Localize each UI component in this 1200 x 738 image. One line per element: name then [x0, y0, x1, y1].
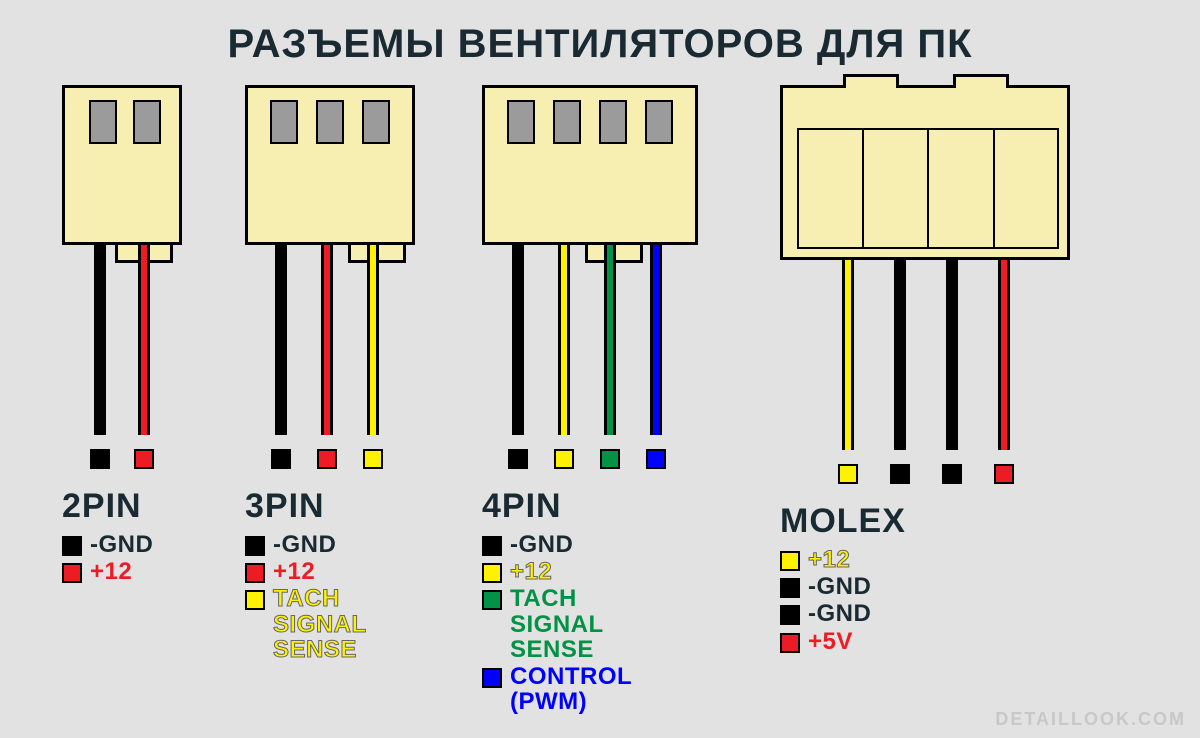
legend-row: CONTROL (PWM): [482, 664, 698, 714]
terminal-square: [271, 449, 291, 469]
pin-slot: [316, 100, 344, 144]
terminal-square: [942, 464, 962, 484]
legend-label: +12: [273, 559, 315, 584]
legend-row: +12: [780, 547, 906, 572]
legend-label: CONTROL (PWM): [510, 664, 698, 714]
wire: [94, 245, 106, 435]
pin-slot: [553, 100, 581, 144]
legend-color-icon: [482, 563, 502, 583]
legend-label: -GND: [808, 574, 871, 599]
legend-row: +12: [62, 559, 153, 584]
terminal-square: [363, 449, 383, 469]
pin-slot: [507, 100, 535, 144]
legend-title: 3PIN: [245, 487, 367, 526]
wire: [946, 260, 958, 450]
housing: [62, 85, 182, 245]
terminal-square: [134, 449, 154, 469]
legend-row: -GND: [780, 574, 906, 599]
watermark: DETAILLOOK.COM: [995, 709, 1186, 730]
housing: [245, 85, 415, 245]
molex-shell: [780, 85, 1070, 260]
legend-row: +12: [245, 559, 367, 584]
pin-slot: [133, 100, 161, 144]
molex-divider: [927, 128, 929, 249]
terminal-square: [890, 464, 910, 484]
legend-label: +12: [808, 547, 850, 572]
connector-2pin: 2PIN-GND+12: [62, 85, 182, 245]
legend-title: 4PIN: [482, 487, 698, 526]
terminal-square: [838, 464, 858, 484]
legend-row: +5V: [780, 629, 906, 654]
wire: [894, 260, 906, 450]
wire: [650, 245, 662, 435]
molex-divider: [862, 128, 864, 249]
legend-row: -GND: [780, 601, 906, 626]
diagram-stage: 2PIN-GND+123PIN-GND+12TACHSIGNALSENSE4PI…: [50, 85, 1150, 725]
molex-notch: [843, 74, 899, 88]
legend-label: TACHSIGNALSENSE: [510, 586, 604, 662]
legend-4pin: 4PIN -GND+12TACHSIGNALSENSECONTROL (PWM): [482, 487, 698, 716]
terminal-square: [646, 449, 666, 469]
legend-color-icon: [780, 633, 800, 653]
wire: [275, 245, 287, 435]
wire: [512, 245, 524, 435]
pin-slot: [89, 100, 117, 144]
terminal-square: [90, 449, 110, 469]
legend-row: +12: [482, 559, 698, 584]
legend-row: -GND: [62, 532, 153, 557]
terminal-square: [317, 449, 337, 469]
legend-row: TACHSIGNALSENSE: [482, 586, 698, 662]
legend-2pin: 2PIN -GND+12: [62, 487, 153, 586]
legend-color-icon: [780, 551, 800, 571]
wire: [604, 245, 616, 435]
legend-label: -GND: [273, 532, 336, 557]
legend-label: -GND: [510, 532, 573, 557]
legend-row: -GND: [245, 532, 367, 557]
legend-color-icon: [482, 590, 502, 610]
pin-slot: [270, 100, 298, 144]
legend-molex: MOLEX+12-GND-GND+5V: [780, 502, 906, 656]
wire: [998, 260, 1010, 450]
legend-row: TACHSIGNALSENSE: [245, 586, 367, 662]
molex-divider: [993, 128, 995, 249]
legend-label: +12: [90, 559, 132, 584]
legend-color-icon: [780, 578, 800, 598]
connector-3pin: 3PIN-GND+12TACHSIGNALSENSE: [245, 85, 415, 245]
wire: [842, 260, 854, 450]
legend-label: -GND: [90, 532, 153, 557]
legend-title: 2PIN: [62, 487, 153, 526]
legend-label: -GND: [808, 601, 871, 626]
terminal-square: [994, 464, 1014, 484]
wire: [138, 245, 150, 435]
legend-label: TACHSIGNALSENSE: [273, 586, 367, 662]
terminal-square: [554, 449, 574, 469]
legend-label: +5V: [808, 629, 853, 654]
legend-3pin: 3PIN -GND+12TACHSIGNALSENSE: [245, 487, 367, 664]
connector-4pin: 4PIN-GND+12TACHSIGNALSENSECONTROL (PWM): [482, 85, 698, 245]
legend-color-icon: [482, 536, 502, 556]
terminal-square: [600, 449, 620, 469]
pin-slot: [645, 100, 673, 144]
legend-title: MOLEX: [780, 502, 906, 541]
wire: [321, 245, 333, 435]
connector-molex: MOLEX+12-GND-GND+5V: [780, 85, 1070, 260]
legend-color-icon: [62, 536, 82, 556]
pin-slot: [362, 100, 390, 144]
wire: [367, 245, 379, 435]
legend-row: -GND: [482, 532, 698, 557]
legend-color-icon: [245, 563, 265, 583]
housing: [482, 85, 698, 245]
legend-label: +12: [510, 559, 552, 584]
legend-color-icon: [245, 536, 265, 556]
wire: [558, 245, 570, 435]
legend-color-icon: [62, 563, 82, 583]
page-title: РАЗЪЕМЫ ВЕНТИЛЯТОРОВ ДЛЯ ПК: [0, 0, 1200, 67]
legend-color-icon: [780, 605, 800, 625]
terminal-square: [508, 449, 528, 469]
legend-color-icon: [482, 668, 502, 688]
legend-color-icon: [245, 590, 265, 610]
pin-slot: [599, 100, 627, 144]
molex-notch: [953, 74, 1009, 88]
